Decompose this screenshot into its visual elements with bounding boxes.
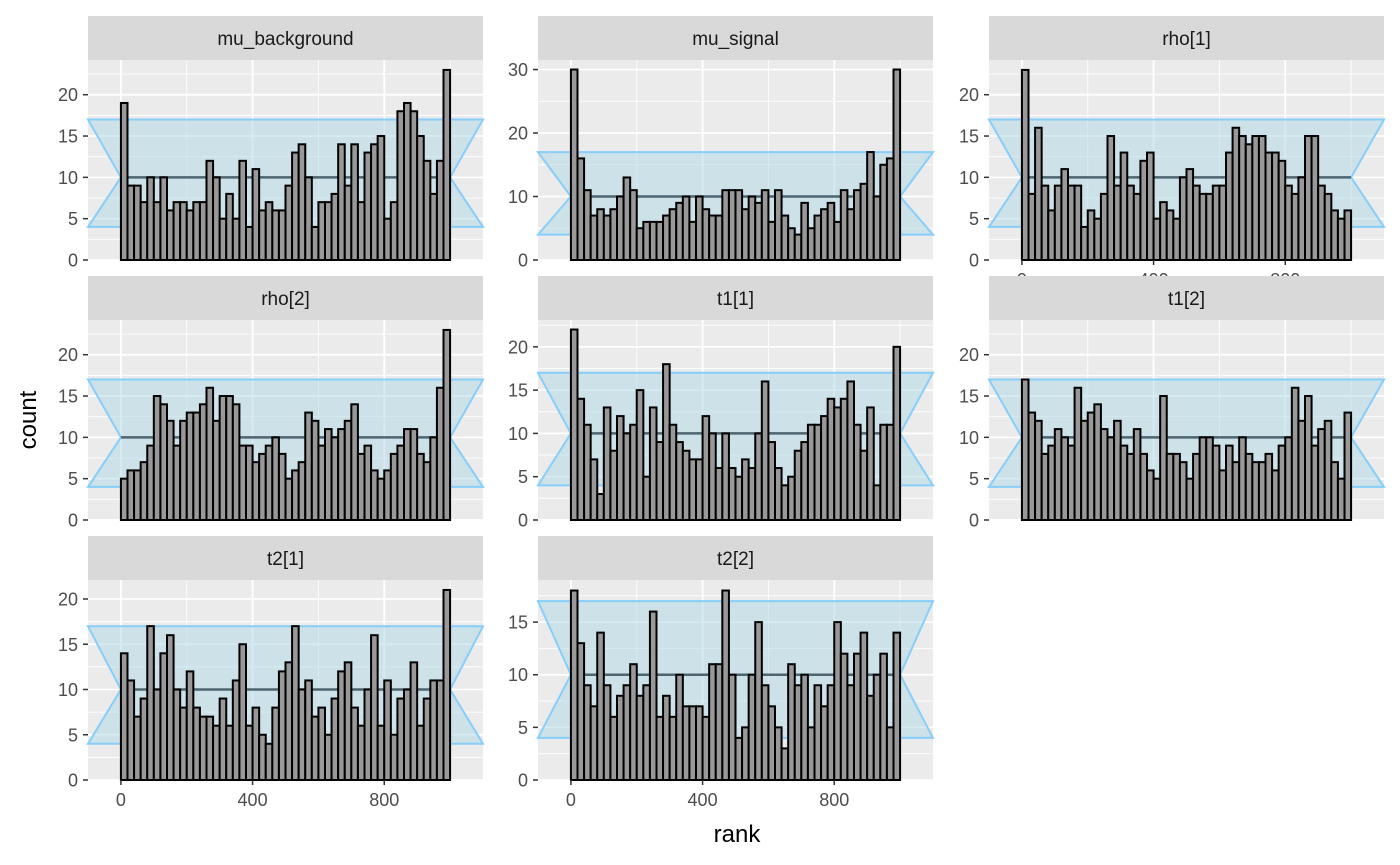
y-tick-label: 20 — [58, 85, 78, 105]
y-tick-label: 0 — [68, 251, 78, 271]
facet-strip — [88, 16, 483, 60]
y-tick-label: 0 — [969, 251, 979, 271]
y-tick-label: 5 — [68, 469, 78, 489]
y-tick-label: 5 — [969, 209, 979, 229]
facet-strip-label: rho[2] — [261, 289, 310, 310]
facet-panels: mu_background 0 5 10 15 20 mu_signal 0 10 20 30 rho… — [58, 16, 1386, 810]
y-tick-label: 10 — [959, 428, 979, 448]
histogram-bar — [442, 588, 452, 782]
x-tick-label: 400 — [688, 790, 718, 810]
y-tick-label: 20 — [959, 85, 979, 105]
histogram-bar — [376, 135, 386, 261]
histogram-bar — [119, 101, 129, 262]
facet-strip — [989, 276, 1384, 320]
y-axis-title: count — [15, 390, 42, 449]
histogram-bar — [635, 389, 645, 521]
x-tick-label: 0 — [116, 790, 126, 810]
y-tick-label: 15 — [58, 127, 78, 147]
histogram-bar — [892, 68, 902, 261]
histogram-bar — [1146, 151, 1155, 261]
y-tick-label: 10 — [58, 428, 78, 448]
histogram-bar — [1343, 209, 1353, 262]
facet-panel-6: t2[1] 0 5 10 15 20 0 400 800 — [58, 536, 485, 810]
facet-panel-7: t2[2] 0 5 10 15 0 400 800 — [508, 536, 935, 810]
facet-panel-0: mu_background 0 5 10 15 20 — [58, 16, 485, 271]
y-tick-label: 0 — [969, 511, 979, 531]
facet-strip-label: rho[1] — [1162, 29, 1211, 50]
histogram-bar — [304, 176, 313, 261]
y-tick-label: 5 — [68, 725, 78, 745]
y-tick-label: 10 — [58, 168, 78, 188]
facet-strip-label: t1[2] — [1168, 289, 1205, 310]
histogram-bar — [727, 673, 737, 781]
histogram-bar — [1073, 184, 1083, 261]
y-tick-label: 0 — [518, 251, 528, 271]
histogram-bar — [866, 406, 875, 522]
y-tick-label: 20 — [58, 345, 78, 365]
histogram-bar — [892, 345, 902, 521]
y-tick-label: 20 — [508, 337, 528, 357]
facet-panel-5: t1[2] 0 5 10 15 20 — [959, 276, 1386, 531]
facet-strip — [538, 16, 933, 60]
facet-strip — [88, 536, 483, 580]
x-axis-title: rank — [714, 821, 762, 848]
y-tick-label: 5 — [518, 718, 528, 738]
histogram-bar — [383, 679, 392, 782]
histogram-bar — [879, 652, 888, 781]
x-tick-label: 800 — [369, 790, 399, 810]
y-tick-label: 10 — [508, 424, 528, 444]
y-tick-label: 10 — [508, 187, 528, 207]
y-tick-label: 5 — [68, 209, 78, 229]
y-tick-label: 15 — [959, 387, 979, 407]
facet-strip-label: t2[1] — [267, 549, 304, 570]
facet-strip-label: t2[2] — [717, 549, 754, 570]
y-tick-label: 10 — [58, 680, 78, 700]
y-tick-label: 5 — [969, 469, 979, 489]
y-tick-label: 0 — [68, 771, 78, 791]
histogram-bar — [892, 631, 902, 781]
histogram-bar — [442, 68, 452, 261]
y-tick-label: 15 — [58, 635, 78, 655]
x-tick-label: 400 — [238, 790, 268, 810]
facet-strip-label: mu_signal — [692, 29, 779, 50]
y-tick-label: 15 — [508, 613, 528, 633]
histogram-bar — [648, 610, 658, 782]
y-tick-label: 10 — [959, 168, 979, 188]
y-tick-label: 20 — [58, 590, 78, 610]
facet-strip — [989, 16, 1384, 60]
facet-strip — [538, 536, 933, 580]
y-tick-label: 15 — [58, 387, 78, 407]
histogram-bar — [589, 458, 599, 522]
histogram-bar — [409, 661, 419, 781]
histogram-bar — [238, 159, 247, 261]
facet-strip — [88, 276, 483, 320]
histogram-bar — [629, 189, 638, 261]
y-tick-label: 10 — [508, 665, 528, 685]
facet-panel-3: rho[2] 0 5 10 15 20 — [58, 276, 485, 531]
y-tick-label: 15 — [959, 127, 979, 147]
facet-panel-4: t1[1] 0 5 10 15 20 — [508, 276, 935, 531]
x-tick-label: 0 — [566, 790, 576, 810]
x-tick-label: 800 — [819, 790, 849, 810]
facet-strip — [538, 276, 933, 320]
histogram-bar — [1343, 411, 1353, 521]
y-tick-label: 0 — [68, 511, 78, 531]
histogram-bar — [1020, 68, 1030, 261]
y-tick-label: 0 — [518, 771, 528, 791]
y-tick-label: 20 — [959, 345, 979, 365]
histogram-bar — [370, 634, 379, 782]
facet-strip-label: mu_background — [217, 29, 353, 50]
y-tick-label: 0 — [518, 511, 528, 531]
y-tick-label: 30 — [508, 60, 528, 80]
histogram-bar — [442, 328, 452, 522]
facet-panel-1: mu_signal 0 10 20 30 — [508, 16, 936, 271]
histogram-bar — [238, 643, 247, 781]
facet-strip-label: t1[1] — [717, 289, 754, 310]
y-tick-label: 20 — [508, 124, 528, 144]
y-tick-label: 15 — [508, 381, 528, 401]
y-tick-label: 5 — [518, 467, 528, 487]
